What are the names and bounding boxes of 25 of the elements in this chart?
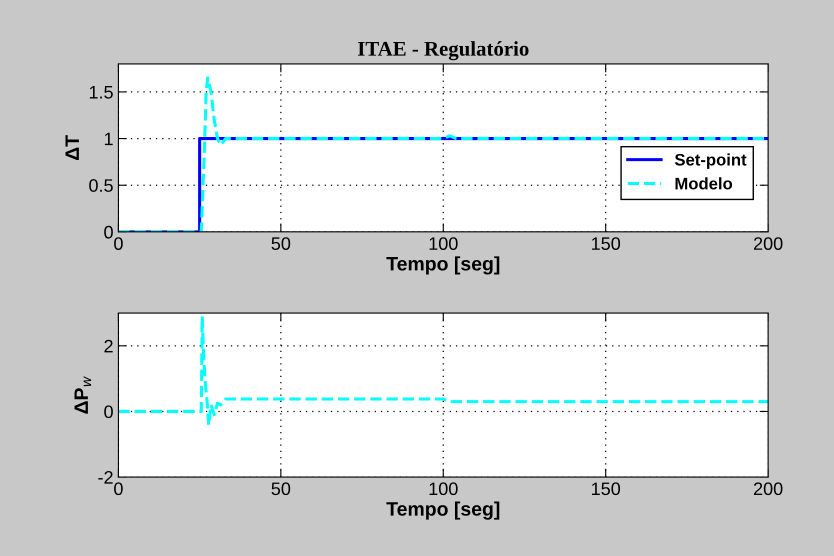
y-tick-label: 1 [104,132,113,146]
y-tick-label: 0 [104,405,113,418]
x-tick-label: 0 [114,237,123,250]
y-axis-title: ΔT [66,135,79,160]
x-tick-label: 100 [430,237,458,250]
x-tick-label: 200 [754,237,782,250]
line-series [118,314,768,427]
y-tick-label: 1.5 [90,86,113,99]
x-tick-label: 200 [754,482,782,496]
chart-title: ITAE - Regulatório [358,41,529,60]
x-tick-label: 50 [272,482,290,496]
x-tick-label: 50 [272,237,290,250]
y-tick-label: 2 [104,340,113,352]
x-axis-title: Tempo [seg] [386,502,500,520]
x-tick-label: 150 [592,482,620,496]
y-tick-label: 0.5 [89,179,113,192]
x-axis-title: Tempo [seg] [386,256,500,275]
y-tick-label: -2 [98,470,113,484]
x-tick-label: 150 [592,237,620,250]
x-tick-label: 100 [430,482,458,496]
y-axis-title: ΔP$_{w}$ [74,376,92,414]
legend-label: Modelo [676,177,732,190]
y-tick-label: 0 [104,226,113,239]
legend-label: Set-point [674,153,746,169]
x-tick-label: 0 [114,482,123,496]
